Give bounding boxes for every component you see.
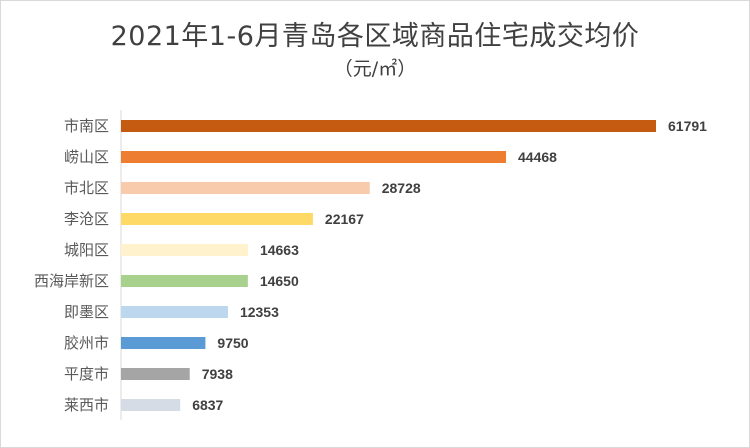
bar <box>121 213 313 225</box>
chart-title: 2021年1-6月青岛各区域商品住宅成交均价 <box>110 21 640 52</box>
bar <box>121 337 206 349</box>
data-label: 7938 <box>202 366 233 382</box>
data-label: 44468 <box>518 149 557 165</box>
data-label: 12353 <box>240 304 279 320</box>
category-label: 平度市 <box>64 365 109 383</box>
data-label: 6837 <box>192 397 223 413</box>
bar <box>121 244 248 256</box>
data-label: 14663 <box>260 242 299 258</box>
bar <box>121 306 228 318</box>
bar <box>121 151 507 163</box>
data-label: 28728 <box>382 180 421 196</box>
bar <box>121 368 190 380</box>
category-label: 市北区 <box>64 179 109 197</box>
chart-subtitle: （元/㎡） <box>333 58 417 80</box>
category-label: 李沧区 <box>64 210 109 228</box>
bar <box>121 399 181 411</box>
data-label: 9750 <box>217 335 248 351</box>
category-label: 莱西市 <box>64 396 109 414</box>
category-label: 胶州市 <box>64 334 109 352</box>
category-label: 城阳区 <box>64 241 109 259</box>
data-label: 14650 <box>260 273 299 289</box>
category-label: 崂山区 <box>64 148 109 166</box>
bar <box>121 182 370 194</box>
category-label: 市南区 <box>64 117 109 135</box>
bar <box>121 120 656 132</box>
data-label: 22167 <box>325 211 364 227</box>
category-label: 即墨区 <box>64 303 109 321</box>
bars-layer: 市南区 61791 崂山区 44468 市北区 28728 李沧区 22167 城阳区 14663… <box>34 117 707 414</box>
bar <box>121 275 248 287</box>
data-label: 61791 <box>668 118 707 134</box>
category-label: 西海岸新区 <box>34 272 109 290</box>
